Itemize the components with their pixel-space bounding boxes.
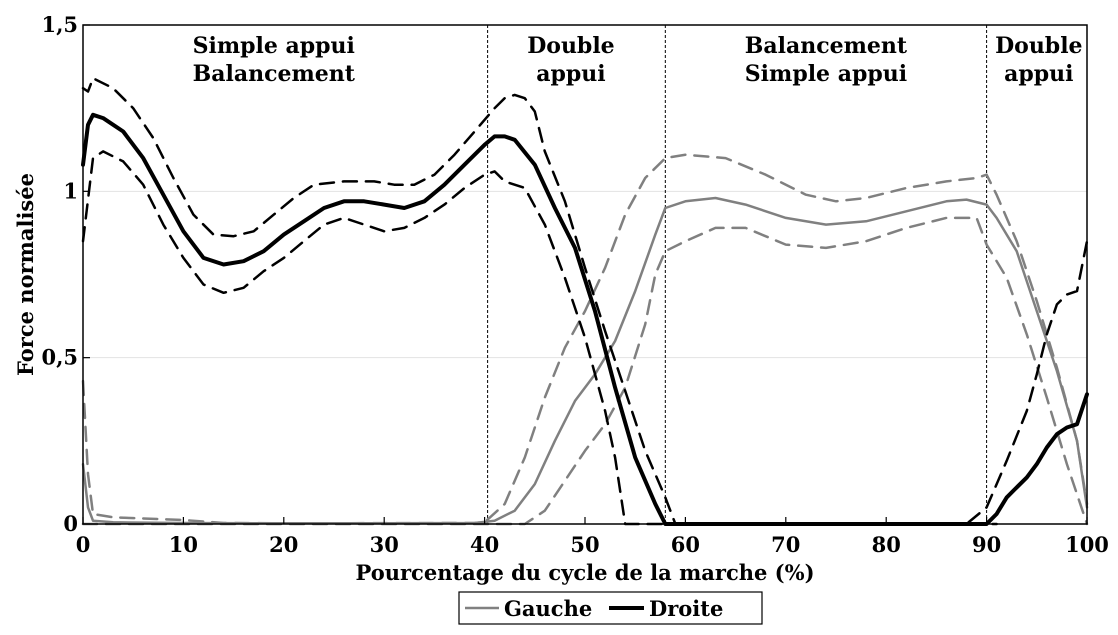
phase-divider-lines <box>487 25 1088 524</box>
phase-label: Simple appui <box>745 61 907 87</box>
x-tick-label: 90 <box>972 532 1001 557</box>
x-axis-title: Pourcentage du cycle de la marche (%) <box>355 560 814 585</box>
x-tick-label: 80 <box>872 532 901 557</box>
series-gauche-mean <box>81 196 1089 525</box>
y-tick-label: 0,5 <box>41 345 78 370</box>
y-axis-title: Force normalisée <box>13 173 38 376</box>
x-tick-label: 100 <box>1065 532 1109 557</box>
axis-ticks: 0 10 20 30 40 50 60 70 80 90 100 0 0,5 1 1,5 <box>41 12 1108 557</box>
y-tick-label: 1,5 <box>41 12 78 37</box>
x-tick-label: 70 <box>771 532 800 557</box>
series-lines <box>81 76 1089 526</box>
x-tick-label: 40 <box>470 532 499 557</box>
phase-labels: Simple appuiBalancementDoubleappuiBalanc… <box>193 33 1083 87</box>
x-tick-label: 10 <box>169 532 198 557</box>
series-droite-mean <box>81 112 1089 526</box>
x-tick-label: 20 <box>269 532 298 557</box>
x-tick-label: 0 <box>76 532 91 557</box>
legend-label-gauche: Gauche <box>504 596 592 621</box>
x-tick-label: 50 <box>570 532 599 557</box>
phase-label: appui <box>1004 61 1073 87</box>
series-gauche-meanplussd <box>81 153 1089 525</box>
phase-label: Simple appui <box>193 33 355 59</box>
phase-label: Double <box>527 33 614 59</box>
legend-label-droite: Droite <box>649 596 723 621</box>
series-gauche-meanminussd <box>81 216 1089 526</box>
x-tick-label: 60 <box>671 532 700 557</box>
grid-lines <box>83 190 1087 359</box>
phase-label: appui <box>536 61 605 87</box>
series-droite-meanplussd <box>81 76 1089 526</box>
y-tick-label: 1 <box>63 178 78 203</box>
x-tick-label: 30 <box>370 532 399 557</box>
legend: Gauche Droite <box>458 591 763 625</box>
series-droite-meanminussd <box>81 150 998 526</box>
phase-label: Double <box>995 33 1082 59</box>
phase-label: Balancement <box>193 61 356 87</box>
phase-label: Balancement <box>745 33 908 59</box>
y-tick-label: 0 <box>63 511 78 536</box>
